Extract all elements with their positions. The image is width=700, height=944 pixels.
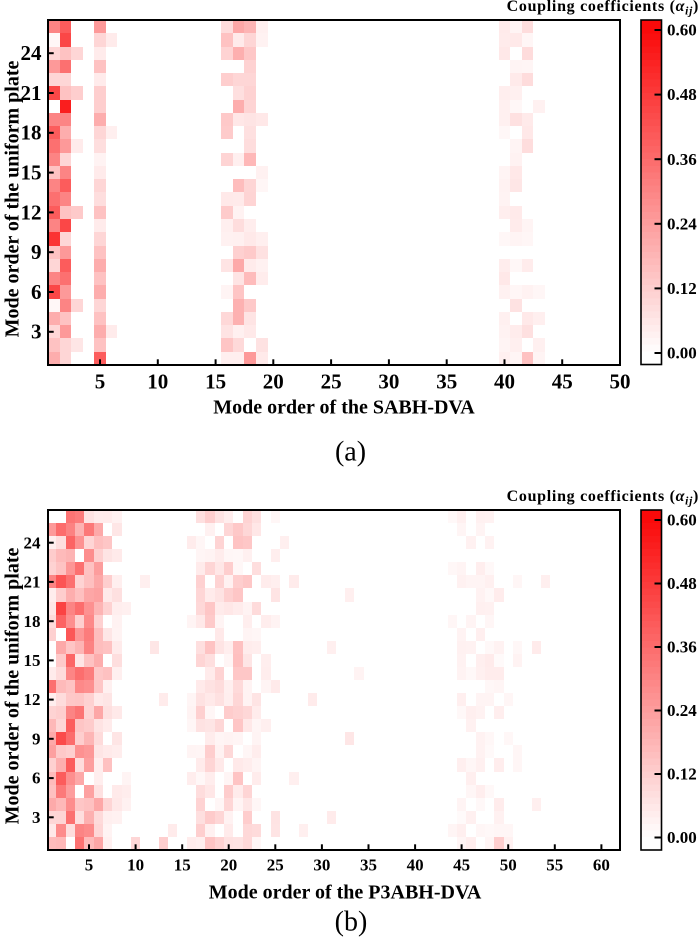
svg-text:0.48: 0.48 — [667, 85, 697, 104]
svg-text:0.00: 0.00 — [667, 828, 697, 847]
svg-text:0.60: 0.60 — [667, 511, 697, 530]
svg-text:Mode order of the uniform plat: Mode order of the uniform plate — [2, 547, 24, 824]
svg-text:21: 21 — [21, 81, 42, 105]
svg-text:21: 21 — [24, 573, 41, 592]
svg-text:35: 35 — [360, 856, 377, 875]
svg-text:18: 18 — [24, 612, 41, 631]
svg-text:Mode order of the SABH-DVA: Mode order of the SABH-DVA — [213, 397, 475, 419]
svg-text:0.48: 0.48 — [667, 574, 697, 593]
svg-text:6: 6 — [31, 280, 42, 304]
svg-text:Mode order of the P3ABH-DVA: Mode order of the P3ABH-DVA — [209, 882, 482, 904]
svg-text:60: 60 — [593, 856, 610, 875]
svg-text:Coupling coefficients (αij): Coupling coefficients (αij) — [507, 0, 699, 18]
svg-text:40: 40 — [494, 370, 515, 394]
svg-text:15: 15 — [205, 370, 226, 394]
svg-text:0.36: 0.36 — [667, 150, 697, 169]
svg-text:12: 12 — [21, 200, 42, 224]
svg-text:25: 25 — [267, 856, 284, 875]
svg-text:5: 5 — [95, 370, 106, 394]
svg-text:9: 9 — [32, 729, 41, 748]
svg-text:10: 10 — [147, 370, 168, 394]
svg-text:0.60: 0.60 — [667, 21, 697, 40]
svg-text:30: 30 — [313, 856, 330, 875]
svg-text:45: 45 — [453, 856, 470, 875]
svg-text:(b): (b) — [335, 907, 368, 938]
svg-text:35: 35 — [436, 370, 457, 394]
svg-text:0.24: 0.24 — [667, 214, 697, 233]
svg-text:12: 12 — [24, 690, 41, 709]
svg-text:6: 6 — [32, 769, 41, 788]
svg-text:0.24: 0.24 — [667, 701, 697, 720]
svg-text:15: 15 — [21, 161, 42, 185]
svg-text:3: 3 — [32, 808, 41, 827]
svg-text:18: 18 — [21, 121, 42, 145]
svg-text:25: 25 — [321, 370, 342, 394]
svg-text:0.12: 0.12 — [667, 279, 697, 298]
svg-text:50: 50 — [610, 370, 631, 394]
svg-text:20: 20 — [220, 856, 237, 875]
svg-text:10: 10 — [127, 856, 144, 875]
svg-text:24: 24 — [24, 533, 42, 552]
svg-text:Coupling coefficients (αij): Coupling coefficients (αij) — [507, 488, 699, 508]
svg-text:9: 9 — [31, 240, 42, 264]
svg-text:40: 40 — [407, 856, 424, 875]
svg-text:Mode order of the uniform plat: Mode order of the uniform plate — [2, 60, 24, 337]
svg-text:3: 3 — [31, 320, 42, 344]
svg-text:0.36: 0.36 — [667, 638, 697, 657]
svg-text:15: 15 — [174, 856, 191, 875]
svg-text:45: 45 — [552, 370, 573, 394]
svg-text:24: 24 — [21, 41, 43, 65]
svg-text:20: 20 — [263, 370, 284, 394]
svg-text:(a): (a) — [335, 437, 366, 468]
svg-text:0.00: 0.00 — [667, 344, 697, 363]
svg-text:50: 50 — [500, 856, 517, 875]
svg-text:5: 5 — [85, 856, 94, 875]
svg-text:15: 15 — [24, 651, 41, 670]
svg-text:55: 55 — [546, 856, 563, 875]
svg-text:30: 30 — [378, 370, 399, 394]
svg-text:0.12: 0.12 — [667, 765, 697, 784]
